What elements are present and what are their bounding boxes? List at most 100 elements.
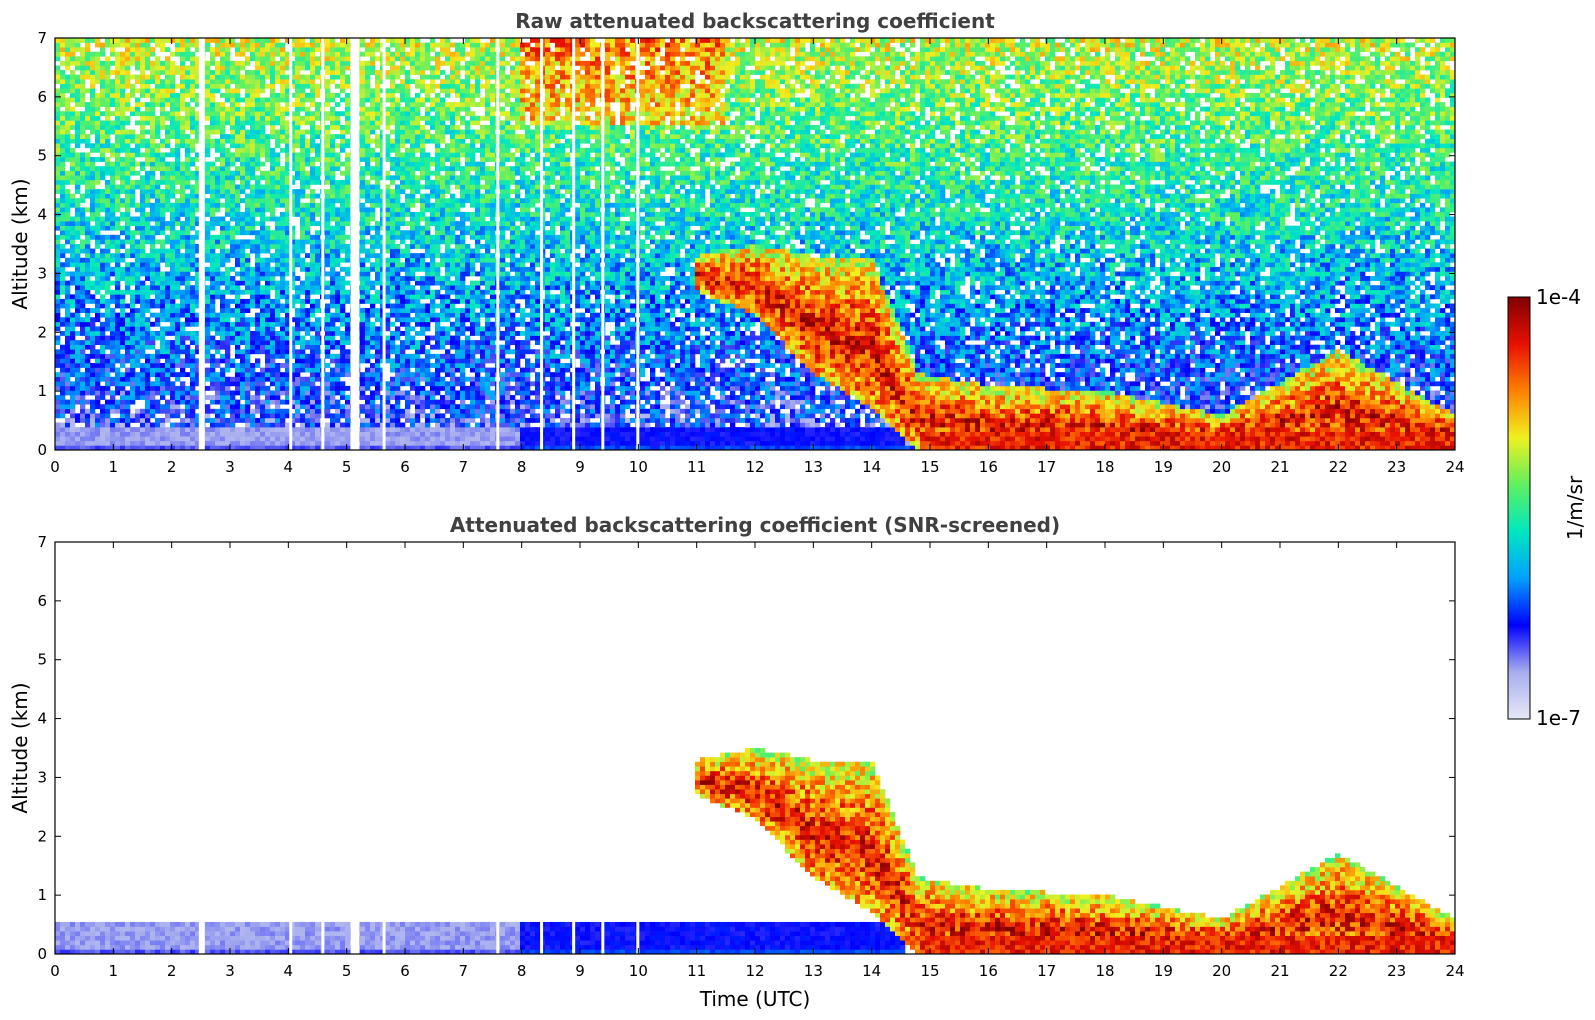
heatmap-cell [150, 79, 155, 84]
heatmap-cell [190, 322, 195, 327]
heatmap-cell [125, 432, 130, 437]
heatmap-cell [110, 212, 115, 217]
heatmap-cell [190, 125, 195, 130]
heatmap-cell [205, 203, 210, 208]
heatmap-cell [170, 61, 175, 66]
heatmap-cell [150, 93, 155, 98]
heatmap-cell [90, 212, 95, 217]
heatmap-cell [150, 400, 155, 405]
heatmap-cell [120, 212, 125, 217]
heatmap-cell [60, 38, 65, 43]
heatmap-cell [65, 386, 70, 391]
heatmap-cell [100, 203, 105, 208]
heatmap-cell [120, 390, 125, 395]
heatmap-cell [65, 249, 70, 254]
heatmap-cell [135, 322, 140, 327]
heatmap-cell [55, 203, 60, 208]
heatmap-cell [115, 207, 120, 212]
heatmap-cell [120, 363, 125, 368]
heatmap-cell [155, 125, 160, 130]
heatmap-cell [205, 61, 210, 66]
heatmap-cell [150, 111, 155, 116]
heatmap-cell [65, 157, 70, 162]
heatmap-cell [70, 139, 75, 144]
heatmap-cell [150, 148, 155, 153]
heatmap-cell [125, 84, 130, 89]
heatmap-cell [155, 276, 160, 281]
heatmap-cell [100, 423, 105, 428]
heatmap-cell [190, 84, 195, 89]
heatmap-cell [60, 184, 65, 189]
heatmap-cell [80, 294, 85, 299]
heatmap-cell [95, 157, 100, 162]
heatmap-cell [115, 65, 120, 70]
heatmap-cell [205, 349, 210, 354]
heatmap-cell [110, 38, 115, 43]
heatmap-cell [205, 244, 210, 249]
heatmap-cell [120, 88, 125, 93]
heatmap-cell [95, 203, 100, 208]
heatmap-cell [180, 175, 185, 180]
heatmap-cell [105, 409, 110, 414]
heatmap-cell [105, 148, 110, 153]
heatmap-cell [190, 130, 195, 135]
heatmap-cell [95, 175, 100, 180]
heatmap-cell [85, 271, 90, 276]
heatmap-cell [135, 43, 140, 48]
heatmap-cell [65, 358, 70, 363]
heatmap-cell [55, 75, 60, 80]
heatmap-cell [140, 299, 145, 304]
heatmap-cell [180, 441, 185, 446]
heatmap-cell [110, 125, 115, 130]
heatmap-cell [180, 372, 185, 377]
heatmap-cell [190, 363, 195, 368]
heatmap-cell [170, 262, 175, 267]
heatmap-cell [210, 244, 215, 249]
heatmap-cell [210, 432, 215, 437]
heatmap-cell [145, 390, 150, 395]
heatmap-cell [150, 368, 155, 373]
heatmap-cell [85, 262, 90, 267]
heatmap-cell [125, 409, 130, 414]
heatmap-cell [150, 61, 155, 66]
heatmap-cell [190, 413, 195, 418]
heatmap-cell [170, 267, 175, 272]
heatmap-cell [185, 253, 190, 258]
heatmap-cell [130, 134, 135, 139]
heatmap-cell [90, 409, 95, 414]
heatmap-cell [205, 171, 210, 176]
heatmap-cell [95, 423, 100, 428]
heatmap-cell [100, 253, 105, 258]
heatmap-cell [65, 418, 70, 423]
heatmap-cell [120, 75, 125, 80]
heatmap-cell [65, 180, 70, 185]
heatmap-cell [185, 47, 190, 52]
heatmap-cell [150, 345, 155, 350]
heatmap-cell [155, 262, 160, 267]
heatmap-cell [135, 313, 140, 318]
heatmap-cell [90, 299, 95, 304]
heatmap-cell [55, 349, 60, 354]
heatmap-cell [65, 322, 70, 327]
heatmap-cell [140, 120, 145, 125]
heatmap-cell [110, 423, 115, 428]
heatmap-cell [105, 326, 110, 331]
heatmap-cell [95, 148, 100, 153]
heatmap-cell [125, 180, 130, 185]
heatmap-cell [190, 235, 195, 240]
heatmap-cell [210, 171, 215, 176]
heatmap-cell [155, 386, 160, 391]
heatmap-cell [115, 368, 120, 373]
heatmap-cell [60, 304, 65, 309]
heatmap-cell [180, 75, 185, 80]
heatmap-cell [110, 409, 115, 414]
heatmap-cell [180, 130, 185, 135]
heatmap-cell [105, 198, 110, 203]
heatmap-cell [205, 84, 210, 89]
heatmap-cell [190, 52, 195, 57]
heatmap-cell [115, 354, 120, 359]
heatmap-cell [190, 386, 195, 391]
heatmap-cell [140, 189, 145, 194]
heatmap-cell [165, 340, 170, 345]
heatmap-cell [165, 65, 170, 70]
